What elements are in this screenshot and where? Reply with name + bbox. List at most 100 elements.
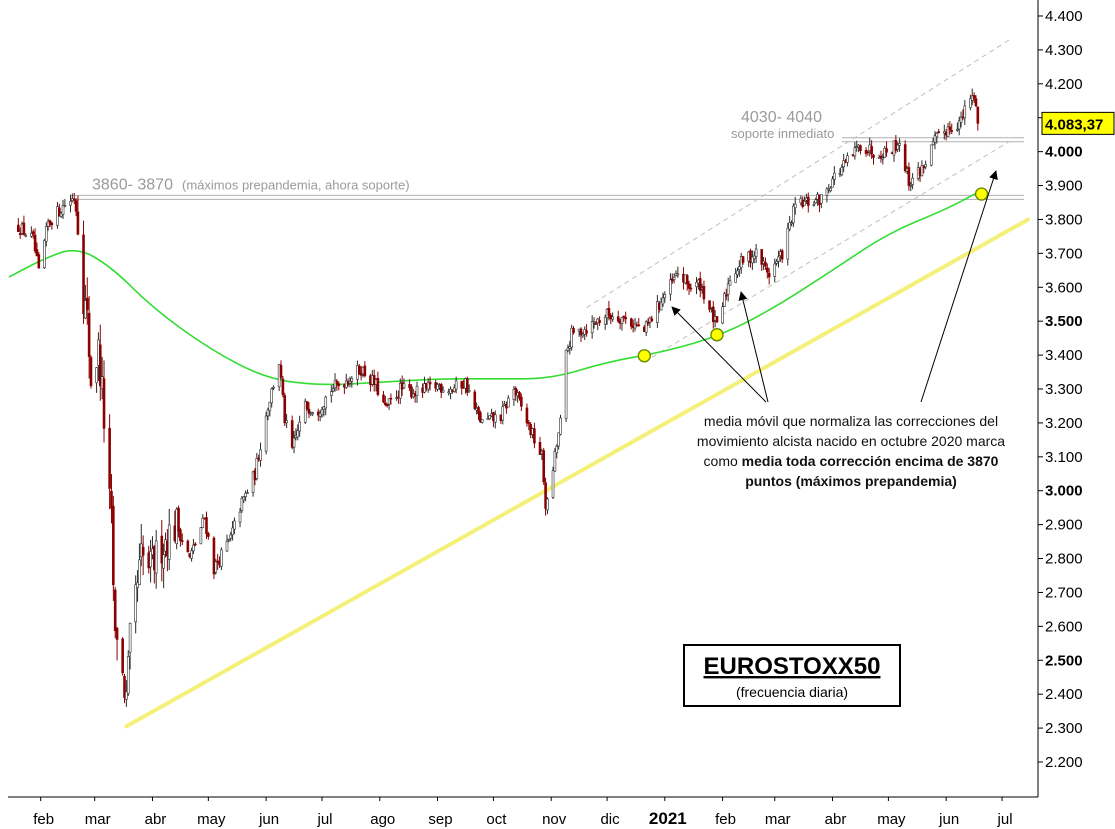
x-tick-label: may xyxy=(197,811,226,828)
candle-body xyxy=(669,279,672,295)
candle-body xyxy=(69,201,72,206)
candle-body xyxy=(793,203,797,209)
candle-body xyxy=(290,420,294,448)
trend-channel xyxy=(586,39,1010,363)
candle-body xyxy=(507,397,510,408)
candle-body xyxy=(89,357,93,387)
candle-body xyxy=(767,272,771,278)
candle-body xyxy=(415,385,419,396)
candle-body xyxy=(751,256,754,264)
candle-body xyxy=(24,234,28,237)
annotation-arrow xyxy=(920,170,998,403)
candle-body xyxy=(698,278,702,291)
candle-body xyxy=(398,383,402,399)
candle-body xyxy=(179,529,182,541)
annotation-line: puntos (máximos prepandemia) xyxy=(745,473,957,489)
x-tick-label: 2021 xyxy=(649,809,687,828)
candle-body xyxy=(283,395,287,424)
candle-body xyxy=(154,540,158,574)
touch-point xyxy=(974,187,989,201)
candle-body xyxy=(611,316,614,320)
resistance-labels: 3860- 3870 (máximos prepandemia, ahora so… xyxy=(92,109,834,194)
candle-body xyxy=(201,517,205,528)
candle-body xyxy=(773,263,777,277)
candle-body xyxy=(296,430,300,438)
y-tick-label: 2.600 xyxy=(1045,618,1083,635)
resistance-label-note: (máximos prepandemia, ahora soporte) xyxy=(182,177,410,192)
candle-body xyxy=(303,400,307,423)
candle-body xyxy=(533,428,536,444)
annotation-line: como media toda corrección encima de 387… xyxy=(704,453,999,469)
candle-body xyxy=(806,196,810,206)
candle-body xyxy=(879,155,883,159)
candle-body xyxy=(790,222,793,225)
y-tick-label: 2.200 xyxy=(1045,754,1083,771)
candle-body xyxy=(956,129,959,131)
candle-body xyxy=(488,415,491,420)
candle-body xyxy=(113,589,117,632)
candle-body xyxy=(311,412,314,415)
x-tick-label: jun xyxy=(258,811,279,828)
candle-body xyxy=(749,250,752,264)
candle-body xyxy=(95,367,98,384)
candle-body xyxy=(177,507,180,532)
candle-body xyxy=(568,346,572,349)
candle-body xyxy=(721,306,724,324)
candle-body xyxy=(903,144,907,172)
channel-upper xyxy=(586,39,1010,309)
candle-body xyxy=(272,386,275,389)
candle-body xyxy=(924,164,927,168)
touch-point xyxy=(710,328,724,342)
candle-body xyxy=(240,498,244,511)
candle-body xyxy=(959,116,963,123)
candle-body xyxy=(333,379,337,389)
y-tick-label: 2.500 xyxy=(1045,652,1083,669)
moving-average xyxy=(8,191,979,386)
candle-body xyxy=(128,622,132,653)
moving-average-line xyxy=(8,191,979,386)
candle-body xyxy=(242,496,246,501)
candle-body xyxy=(555,446,559,454)
candle-body xyxy=(659,301,663,311)
candle-body xyxy=(752,255,756,259)
candle-body xyxy=(870,146,873,155)
candle-body xyxy=(454,380,458,390)
candle-body xyxy=(402,383,406,389)
candle-body xyxy=(715,316,719,323)
x-tick-label: jun xyxy=(938,811,959,828)
uptrend-line xyxy=(124,217,1031,729)
candle-body xyxy=(872,154,875,158)
candle-body xyxy=(963,105,967,119)
candle-body xyxy=(687,283,691,289)
touch-point xyxy=(637,349,652,363)
title-box: EUROSTOXX50 (frecuencia diaria) xyxy=(683,644,901,707)
y-tick-label: 2.900 xyxy=(1045,517,1083,534)
candle-body xyxy=(741,256,745,263)
candle-body xyxy=(885,148,888,153)
candle-body xyxy=(186,540,190,553)
x-axis-labels: feb mar abr may jun jul ago sep oct nov dic 2021 feb… xyxy=(33,809,1012,828)
candle-body xyxy=(466,378,469,393)
candle-body xyxy=(190,550,193,559)
candle-body xyxy=(76,211,80,235)
x-tick-label: sep xyxy=(428,811,452,828)
y-tick-label: 3.900 xyxy=(1045,178,1083,195)
candle-body xyxy=(227,538,231,541)
channel-lower xyxy=(644,141,1010,363)
y-tick-label: 2.700 xyxy=(1045,584,1083,601)
annotation-emphasis: media toda corrección encima de 3870 xyxy=(742,453,999,469)
candle-body xyxy=(149,551,152,568)
candle-body xyxy=(538,442,542,455)
candle-body xyxy=(357,365,361,374)
candle-body xyxy=(44,225,48,242)
candle-body xyxy=(480,419,484,423)
candle-body xyxy=(87,312,91,357)
candle-body xyxy=(244,492,247,497)
candle-body xyxy=(387,398,391,405)
candle-body xyxy=(389,397,393,400)
candle-body xyxy=(788,222,791,230)
candle-body xyxy=(542,450,546,483)
candle-body xyxy=(134,584,137,623)
candle-body xyxy=(656,301,659,323)
candle-body xyxy=(167,524,171,560)
